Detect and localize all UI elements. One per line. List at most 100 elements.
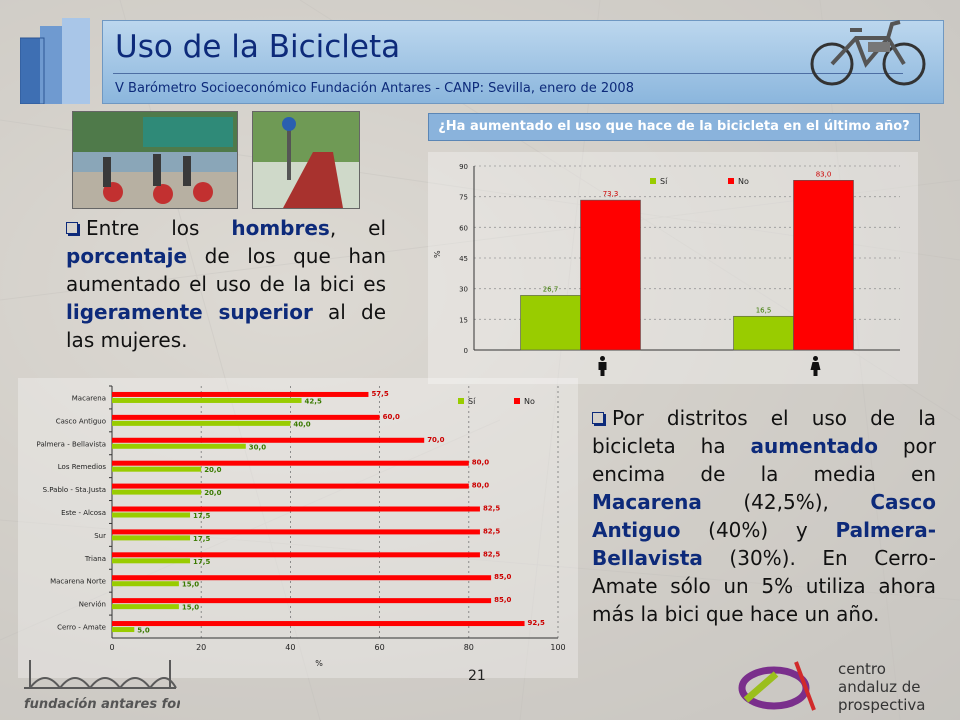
legend-label: No <box>738 177 749 186</box>
bar-value-label: 15,0 <box>182 604 199 612</box>
legend-swatch-si <box>458 398 464 404</box>
text-district-summary: Por distritos el uso de la bicicleta ha … <box>592 404 936 628</box>
checkbox-bullet-icon <box>66 222 78 234</box>
legend-label: Sí <box>468 397 476 406</box>
page-title: Uso de la Bicicleta <box>115 29 401 65</box>
legend-swatch-si <box>650 178 656 184</box>
header-bar: Uso de la Bicicleta V Barómetro Socioeco… <box>102 20 944 104</box>
bar-si <box>733 315 794 351</box>
bar-si <box>112 397 302 403</box>
x-tick-label: 0 <box>109 643 114 652</box>
category-label: Este - Alcosa <box>61 509 106 517</box>
legend-swatch-no <box>514 398 520 404</box>
bar-si <box>112 558 191 564</box>
bar-no <box>112 575 492 581</box>
bar-value-label: 82,5 <box>483 505 500 513</box>
district-bar-chart: 0 20 40 60 80 100% Macarena 57,5 42,5 Casco Antig… <box>18 378 578 678</box>
text-emphasis: ligeramente superior <box>66 300 313 324</box>
category-label: Cerro - Amate <box>57 624 106 632</box>
bar-si <box>112 489 202 495</box>
text-fragment: , el <box>329 216 386 240</box>
bar-no <box>580 199 641 351</box>
bicycle-icon <box>808 12 928 88</box>
bar-si <box>112 627 135 633</box>
bar-value-label: 57,5 <box>371 390 388 398</box>
category-label: Triana <box>84 555 106 563</box>
left-logo-text: fundación antares foro <box>24 697 180 712</box>
legend-label: No <box>524 397 535 406</box>
bar-value-label: 30,0 <box>249 443 266 451</box>
fundacion-antares-logo: fundación antares foro <box>20 648 192 714</box>
right-logo-line2: andaluz de <box>838 678 920 696</box>
bar-no <box>112 437 425 443</box>
district-bar-chart-svg: 0 20 40 60 80 100% Macarena 57,5 42,5 Casco Antig… <box>37 385 566 668</box>
y-tick-label: 75 <box>459 194 468 202</box>
bar-no <box>112 391 369 397</box>
legend-label: Sí <box>660 177 668 186</box>
text-fragment: Por distritos el uso de la bicicleta ha <box>592 406 936 458</box>
photo-bike-rental <box>72 111 238 209</box>
bar-value-label: 85,0 <box>494 596 511 604</box>
bar-value-label: 40,0 <box>293 420 310 428</box>
bar-no <box>112 552 480 558</box>
bar-value-label: 17,5 <box>193 512 210 520</box>
centro-andaluz-prospectiva-logo: centro andaluz de prospectiva <box>736 656 946 716</box>
category-label: Casco Antiguo <box>56 417 106 425</box>
bar-value-label: 80,0 <box>472 459 489 467</box>
bar-no <box>112 621 525 627</box>
category-label: Macarena <box>72 394 106 402</box>
text-emphasis: Macarena <box>592 490 702 514</box>
bar-si <box>112 420 291 426</box>
legend-swatch-no <box>728 178 734 184</box>
header-divider <box>113 73 903 74</box>
bar-value-label: 83,0 <box>816 170 832 178</box>
bar-value-label: 82,5 <box>483 550 500 558</box>
gender-bar-chart: 0 15 30 45 60 75 90% 26,7 73,3 16,5 83,0 Sí No <box>428 152 918 384</box>
text-emphasis: Casco Antiguo <box>592 490 936 542</box>
bar-value-label: 70,0 <box>427 436 444 444</box>
category-label: Sur <box>94 532 106 540</box>
text-fragment: de los que han aumentado el uso de la bi… <box>66 244 386 296</box>
checkbox-bullet-icon <box>592 412 604 424</box>
building-blocks-logo <box>19 18 96 105</box>
bar-si <box>112 604 179 610</box>
bar-value-label: 85,0 <box>494 573 511 581</box>
y-axis-label: % <box>433 250 442 258</box>
y-tick-label: 90 <box>459 163 468 171</box>
y-tick-label: 15 <box>459 316 468 324</box>
text-emphasis: hombres <box>231 216 330 240</box>
bar-si <box>112 581 179 587</box>
y-tick-label: 0 <box>464 347 468 355</box>
bar-value-label: 92,5 <box>528 619 545 627</box>
text-fragment: (30%). En Cerro-Amate sólo un 5% utiliza… <box>592 546 936 626</box>
bar-value-label: 82,5 <box>483 527 500 535</box>
bar-no <box>112 506 480 512</box>
category-label: Los Remedios <box>58 463 107 471</box>
bar-value-label: 42,5 <box>305 397 322 405</box>
right-logo-line3: prospectiva <box>838 696 925 714</box>
category-label: Nervión <box>79 601 106 609</box>
bar-value-label: 20,0 <box>204 466 221 474</box>
bar-si <box>112 443 246 449</box>
bar-si <box>112 535 191 541</box>
right-logo-line1: centro <box>838 660 886 678</box>
y-tick-label: 30 <box>459 286 468 294</box>
y-tick-label: 45 <box>459 255 468 263</box>
page-subtitle: V Barómetro Socioeconómico Fundación Ant… <box>115 81 634 96</box>
mujer-icon <box>810 356 821 376</box>
bar-si <box>112 512 191 518</box>
bar-value-label: 20,0 <box>204 489 221 497</box>
bar-value-label: 16,5 <box>756 306 772 314</box>
text-emphasis: aumentado <box>750 434 878 458</box>
bar-value-label: 26,7 <box>543 285 559 293</box>
bar-no <box>112 483 469 489</box>
bar-value-label: 15,0 <box>182 581 199 589</box>
x-tick-label: 20 <box>196 643 206 652</box>
bar-value-label: 5,0 <box>137 627 150 635</box>
x-tick-label: 60 <box>375 643 385 652</box>
category-label: Palmera - Bellavista <box>37 440 106 448</box>
text-gender-summary: Entre los hombres, el porcentaje de los … <box>66 214 386 354</box>
bar-value-label: 60,0 <box>383 413 400 421</box>
text-emphasis: Palmera-Bellavista <box>592 518 936 570</box>
y-tick-label: 60 <box>459 224 468 232</box>
